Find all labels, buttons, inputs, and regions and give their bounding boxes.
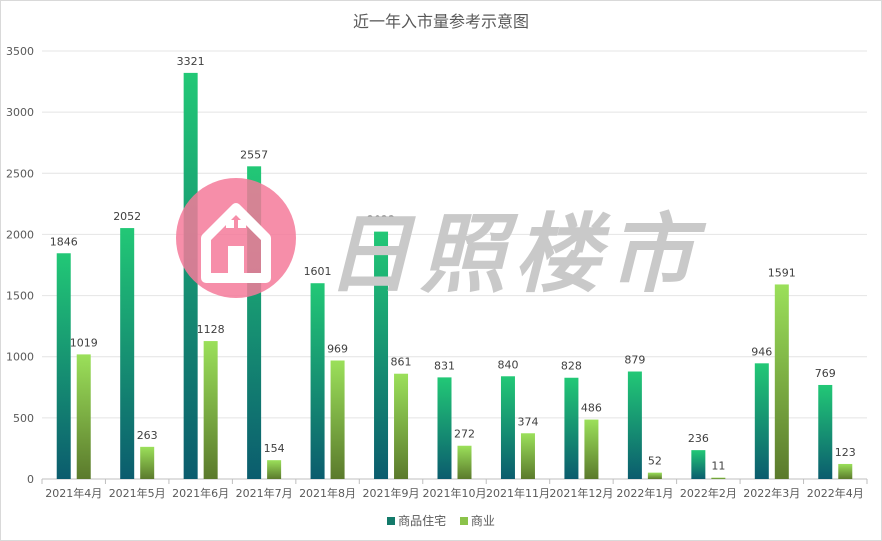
bar-commercial — [838, 463, 853, 479]
data-label-residential: 236 — [688, 432, 709, 445]
data-label-residential: 879 — [624, 354, 645, 367]
legend-label-residential: 商品住宅 — [398, 514, 447, 528]
bar-commercial — [584, 419, 599, 479]
bar-residential — [437, 377, 452, 479]
legend-item-commercial: 商业 — [459, 512, 495, 529]
data-label-commercial: 272 — [454, 428, 475, 441]
bar-commercial — [76, 354, 91, 479]
bar-commercial — [203, 341, 218, 479]
data-label-residential: 3321 — [177, 55, 205, 68]
data-label-residential: 2557 — [240, 148, 268, 161]
x-tick-label: 2022年4月 — [807, 486, 864, 500]
x-tick-label: 2022年3月 — [743, 486, 800, 500]
house-logo-icon — [176, 178, 296, 298]
data-label-commercial: 52 — [648, 455, 662, 468]
data-label-commercial: 154 — [264, 442, 285, 455]
data-label-commercial: 263 — [137, 429, 158, 442]
data-label-residential: 946 — [751, 345, 772, 358]
y-tick-label: 500 — [13, 412, 34, 425]
bar-commercial — [140, 446, 155, 479]
bar-residential — [754, 363, 769, 479]
data-label-residential: 1846 — [50, 235, 78, 248]
data-label-commercial: 861 — [391, 356, 412, 369]
bar-residential — [310, 283, 325, 479]
data-label-commercial: 969 — [327, 343, 348, 356]
data-label-commercial: 11 — [711, 460, 725, 473]
y-tick-label: 2000 — [6, 228, 34, 241]
data-label-commercial: 486 — [581, 402, 602, 415]
watermark-logo: 日照楼市 — [176, 166, 736, 306]
bar-commercial — [711, 477, 726, 479]
x-tick-label: 2021年9月 — [363, 486, 420, 500]
legend-swatch-residential — [387, 516, 396, 525]
x-tick-label: 2021年7月 — [236, 486, 293, 500]
data-label-residential: 2023 — [367, 214, 395, 227]
bar-commercial — [647, 472, 662, 479]
chart-legend: 商品住宅 商业 — [0, 512, 882, 529]
bar-commercial — [520, 433, 535, 479]
bar-residential — [120, 228, 135, 479]
bar-residential — [818, 384, 833, 479]
chart-title: 近一年入市量参考示意图 — [352, 12, 529, 31]
bar-residential — [56, 253, 71, 479]
data-label-commercial: 123 — [835, 446, 856, 459]
legend-item-residential: 商品住宅 — [387, 512, 446, 529]
bar-residential — [627, 371, 642, 479]
data-label-residential: 769 — [815, 367, 836, 380]
data-label-residential: 828 — [561, 360, 582, 373]
data-label-commercial: 1128 — [197, 323, 225, 336]
data-label-residential: 1601 — [304, 265, 332, 278]
y-tick-label: 0 — [27, 473, 34, 486]
bar-residential — [564, 377, 579, 479]
x-tick-label: 2022年2月 — [680, 486, 737, 500]
y-tick-label: 1500 — [6, 290, 34, 303]
y-tick-label: 2500 — [6, 167, 34, 180]
bar-residential — [500, 376, 515, 479]
data-label-residential: 831 — [434, 359, 455, 372]
watermark-text: 日照楼市 — [326, 205, 702, 305]
x-tick-label: 2021年5月 — [109, 486, 166, 500]
bar-commercial — [394, 373, 409, 479]
y-tick-label: 1000 — [6, 351, 34, 364]
bar-commercial — [457, 445, 472, 479]
data-label-commercial: 374 — [517, 415, 538, 428]
legend-label-commercial: 商业 — [470, 514, 495, 528]
x-tick-label: 2021年6月 — [172, 486, 229, 500]
bar-residential — [374, 231, 389, 479]
legend-swatch-commercial — [459, 516, 468, 525]
bar-commercial — [774, 284, 789, 479]
x-tick-label: 2021年8月 — [299, 486, 356, 500]
y-tick-label: 3500 — [6, 45, 34, 58]
bar-commercial — [330, 360, 345, 479]
x-tick-label: 2021年4月 — [45, 486, 102, 500]
data-label-residential: 2052 — [113, 210, 141, 223]
data-label-residential: 840 — [497, 358, 518, 371]
x-tick-label: 2022年1月 — [616, 486, 673, 500]
x-tick-label: 2021年12月 — [549, 486, 613, 500]
bar-commercial — [267, 460, 282, 479]
x-tick-label: 2021年11月 — [486, 486, 550, 500]
data-label-commercial: 1591 — [768, 266, 796, 279]
bar-residential — [691, 450, 706, 479]
x-tick-label: 2021年10月 — [423, 486, 487, 500]
data-label-commercial: 1019 — [70, 336, 98, 349]
y-tick-label: 3000 — [6, 106, 34, 119]
